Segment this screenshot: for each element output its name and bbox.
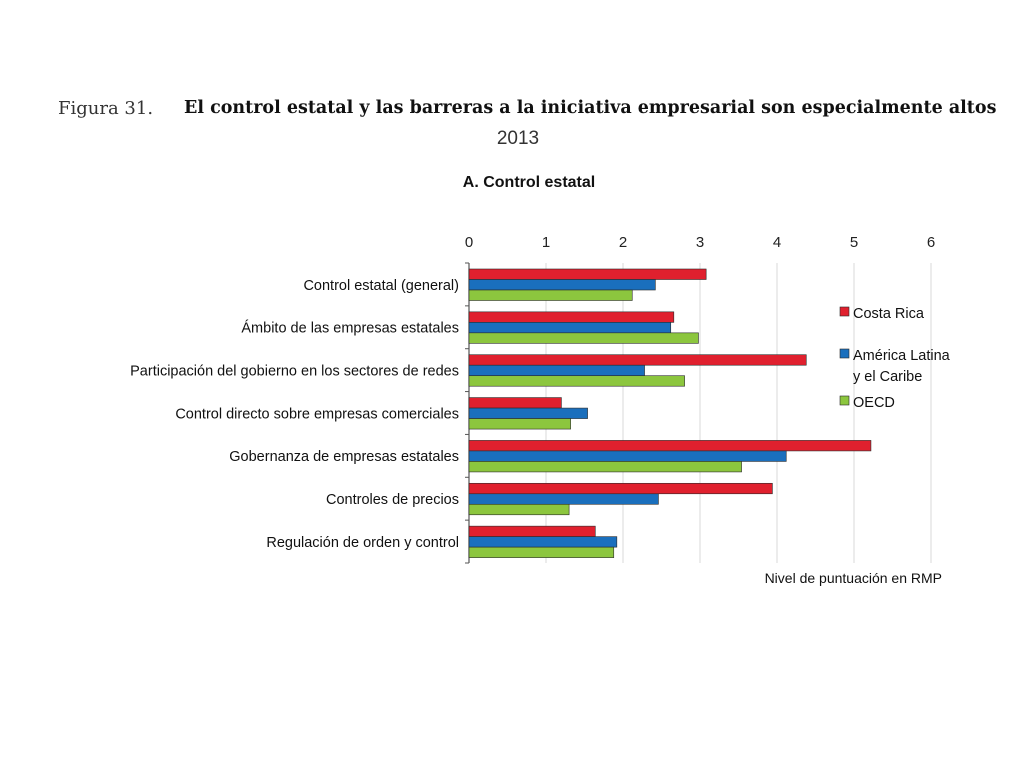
bar — [468, 289, 633, 301]
x-tick-label: 0 — [465, 234, 473, 251]
legend-swatch — [839, 306, 850, 317]
chart-title: A. Control estatal — [462, 174, 596, 191]
legend-label: Costa Rica — [853, 306, 925, 322]
x-tick-label: 4 — [773, 234, 781, 251]
x-tick-label: 5 — [850, 234, 858, 251]
figure-title: El control estatal y las barreras a la i… — [184, 98, 997, 118]
bar — [468, 407, 588, 419]
category-label: Control directo sobre empresas comercial… — [175, 406, 459, 422]
bar — [468, 525, 596, 537]
bar — [468, 536, 618, 548]
bar — [468, 482, 773, 495]
x-tick-label: 2 — [619, 234, 627, 251]
legend-swatch — [839, 395, 850, 406]
bar — [468, 397, 562, 409]
bar — [468, 546, 615, 558]
figure-year: 2013 — [496, 128, 540, 149]
bar — [468, 493, 659, 505]
legend-swatch — [839, 348, 850, 359]
figure-header: Figura 31. El control estatal y las barr… — [0, 98, 1024, 128]
bar — [468, 364, 645, 377]
bar — [468, 375, 685, 387]
bar — [468, 440, 872, 452]
bar — [468, 418, 571, 430]
bar — [468, 311, 675, 323]
category-label: Participación del gobierno en los sector… — [130, 363, 459, 379]
bar — [468, 354, 807, 366]
x-tick-label: 3 — [696, 234, 704, 251]
figure-label: Figura 31. — [58, 98, 154, 119]
bar — [468, 503, 570, 516]
category-label: Ámbito de las empresas estatales — [241, 320, 459, 337]
category-label: Control estatal (general) — [303, 278, 459, 294]
legend-label: y el Caribe — [853, 369, 922, 385]
category-label: Regulación de orden y control — [266, 535, 459, 551]
legend-label: OECD — [853, 395, 895, 411]
x-axis-title: Nivel de puntuación en RMP — [765, 570, 942, 586]
bar — [468, 279, 656, 291]
category-label: Gobernanza de empresas estatales — [229, 449, 459, 465]
bar — [468, 268, 707, 280]
category-label: Controles de precios — [326, 492, 459, 508]
legend-label: América Latina — [853, 348, 951, 364]
bar — [468, 461, 742, 473]
x-tick-label: 1 — [542, 234, 550, 251]
x-tick-label: 6 — [927, 234, 935, 251]
bar — [468, 332, 699, 344]
bar — [468, 322, 672, 334]
bar — [468, 450, 787, 462]
